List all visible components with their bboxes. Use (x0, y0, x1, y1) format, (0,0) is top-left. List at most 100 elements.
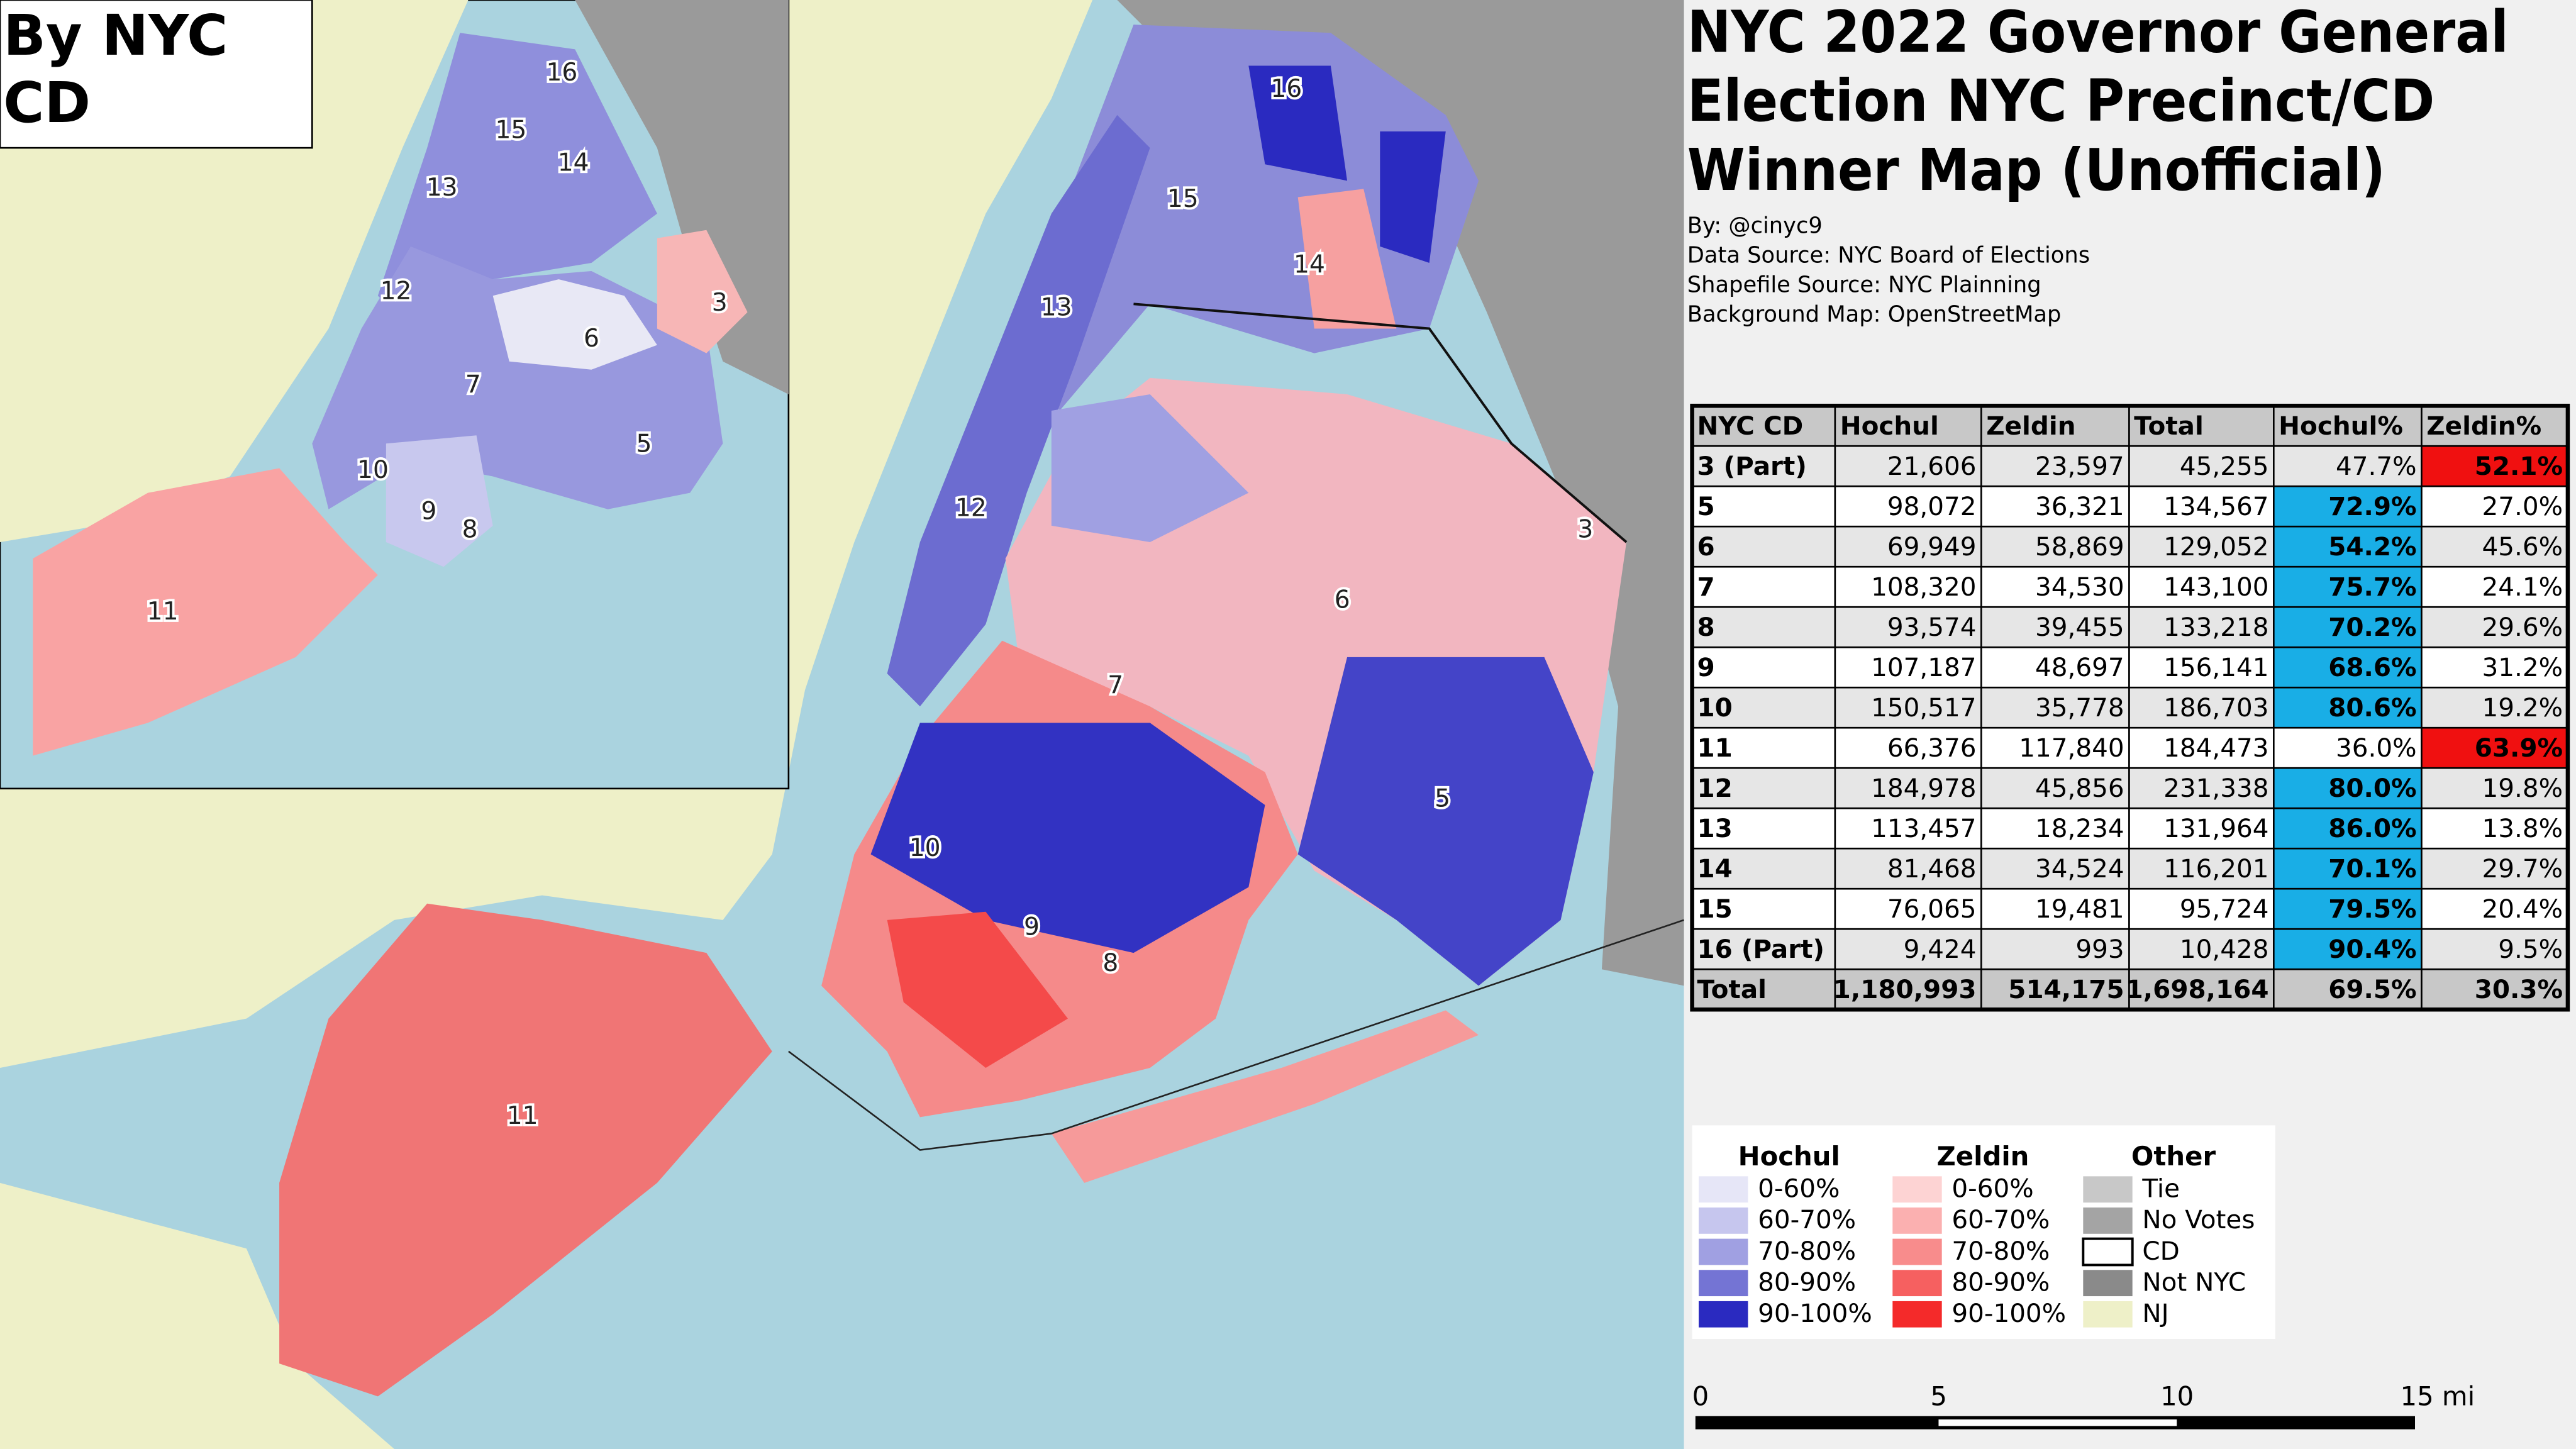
legend-label: No Votes (2142, 1204, 2255, 1235)
table-value: 107,187 (1871, 652, 1976, 682)
district-label: 7 (465, 370, 481, 399)
table-cell (2421, 565, 2569, 608)
table-value: 1,180,993 (1833, 974, 1977, 1004)
table-value: 95,724 (2180, 894, 2269, 924)
table-value: 514,175 (2008, 974, 2124, 1004)
legend-box (1692, 1125, 2275, 1339)
district-6 (492, 279, 657, 370)
table-cell (1691, 646, 1836, 689)
table-value: 993 (2075, 934, 2124, 964)
table-header: Total (2134, 411, 2204, 441)
table-cell (1834, 928, 1982, 970)
table-cell (1980, 646, 2130, 689)
table-value: 36.0% (2336, 733, 2417, 763)
legend-swatch (1699, 1301, 1748, 1328)
table-value: 23,597 (2035, 451, 2124, 481)
legend-swatch (1892, 1270, 1942, 1297)
rockaway (1051, 1010, 1479, 1183)
district-label: 10 (357, 456, 389, 484)
table-value: 184,473 (2163, 733, 2268, 763)
table-cell (2273, 525, 2423, 568)
credit: Data Source: NYC Board of Elections (1687, 243, 2090, 269)
table-cell (1691, 525, 1836, 568)
district-label: 3 (1577, 515, 1593, 543)
table-value: 47.7% (2336, 451, 2417, 481)
table-header: Hochul% (2279, 411, 2403, 441)
district-label: 7 (1108, 671, 1123, 699)
table-value: 80.0% (2328, 773, 2416, 803)
table-header: NYC CD (1697, 411, 1803, 441)
legend-swatch (1892, 1208, 1942, 1234)
table-value: 70.2% (2328, 612, 2416, 642)
table-value: 48,697 (2035, 652, 2124, 682)
legend-label: 0-60% (1951, 1174, 2033, 1204)
legend-label: 60-70% (1758, 1204, 1856, 1235)
legend-swatch (2083, 1208, 2133, 1234)
table-value: 20.4% (2482, 894, 2563, 924)
table-cell (1834, 646, 1982, 689)
table-cell (1834, 847, 1982, 890)
district-label: 12 (380, 277, 412, 305)
legend-label: Not NYC (2142, 1267, 2246, 1297)
district-label: 12 (955, 494, 987, 522)
table-cell (1980, 404, 2130, 447)
table-value: 12 (1697, 773, 1732, 803)
credit: By: @cinyc9 (1687, 213, 1823, 238)
table-value: 9 (1697, 652, 1714, 682)
legend-label: 80-90% (1951, 1267, 2050, 1297)
table-cell (2273, 887, 2423, 930)
table-cell (2273, 807, 2423, 850)
table-cell (1834, 887, 1982, 930)
table-cell (2421, 968, 2569, 1011)
table-cell (2128, 686, 2275, 729)
legend-label: 60-70% (1951, 1204, 2050, 1235)
table-border (1690, 403, 2570, 1012)
table-value: 134,567 (2163, 491, 2268, 521)
precincts (1380, 131, 1446, 263)
district-label: 11 (507, 1102, 538, 1130)
table-value: 143,100 (2163, 572, 2268, 602)
district-label: 5 (636, 430, 652, 458)
table-cell (1980, 968, 2130, 1011)
district-label: 6 (584, 325, 599, 353)
table-value: 29.7% (2482, 853, 2563, 884)
legend-swatch (1699, 1176, 1748, 1203)
table-value: 52.1% (2475, 451, 2563, 481)
table-value: 184,978 (1871, 773, 1976, 803)
legend-label: Tie (2141, 1174, 2180, 1204)
legend-label: CD (2142, 1236, 2179, 1266)
table-value: 10,428 (2180, 934, 2269, 964)
table-header: Zeldin (1986, 411, 2075, 441)
district-label: 8 (462, 515, 478, 543)
table-value: 14 (1697, 853, 1732, 884)
table-value: 81,468 (1887, 853, 1977, 884)
district-label: 16 (1270, 75, 1302, 103)
table-value: 231,338 (2163, 773, 2268, 803)
table-cell (1691, 928, 1836, 970)
table-value: 8 (1697, 612, 1714, 642)
table-value: Total (1697, 974, 1767, 1004)
inset-title: CD (3, 70, 91, 135)
table-value: 18,234 (2035, 813, 2124, 843)
staten-island (279, 903, 772, 1397)
district-label: 10 (909, 834, 941, 862)
precincts (887, 911, 1068, 1068)
legend-label: 90-100% (1758, 1298, 1872, 1328)
table-cell (2128, 807, 2275, 850)
table-value: 69.5% (2328, 974, 2416, 1004)
district-label: 14 (558, 149, 589, 177)
table-cell (1834, 686, 1982, 729)
table-value: 19.2% (2482, 692, 2563, 723)
table-value: 150,517 (1871, 692, 1976, 723)
district-9 (386, 435, 493, 567)
legend-label: 80-90% (1758, 1267, 1856, 1297)
precincts (1248, 65, 1348, 181)
district-label: 14 (1294, 251, 1325, 279)
table-value: 63.9% (2475, 733, 2563, 763)
legend-swatch (1699, 1208, 1748, 1234)
table-value: 30.3% (2475, 974, 2563, 1004)
table-value: 66,376 (1887, 733, 1977, 763)
table-value: 5 (1697, 491, 1714, 521)
